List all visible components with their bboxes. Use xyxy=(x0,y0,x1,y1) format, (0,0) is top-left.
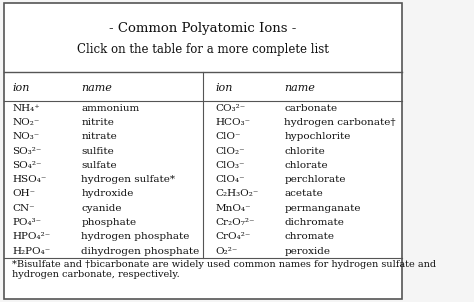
Text: OH⁻: OH⁻ xyxy=(12,189,35,198)
Text: nitrite: nitrite xyxy=(81,118,114,127)
Text: NO₃⁻: NO₃⁻ xyxy=(12,132,39,141)
Text: ClO₃⁻: ClO₃⁻ xyxy=(215,161,245,170)
Text: ammonium: ammonium xyxy=(81,104,139,113)
Text: dihydrogen phosphate: dihydrogen phosphate xyxy=(81,246,200,255)
Text: CrO₄²⁻: CrO₄²⁻ xyxy=(215,232,251,241)
Text: Click on the table for a more complete list: Click on the table for a more complete l… xyxy=(77,43,329,56)
Text: phosphate: phosphate xyxy=(81,218,137,227)
Text: MnO₄⁻: MnO₄⁻ xyxy=(215,204,251,213)
Text: hydrogen phosphate: hydrogen phosphate xyxy=(81,232,190,241)
Text: chromate: chromate xyxy=(284,232,334,241)
Text: ClO₄⁻: ClO₄⁻ xyxy=(215,175,245,184)
Text: NO₂⁻: NO₂⁻ xyxy=(12,118,39,127)
Text: hydroxide: hydroxide xyxy=(81,189,134,198)
Text: CN⁻: CN⁻ xyxy=(12,204,35,213)
Text: CO₃²⁻: CO₃²⁻ xyxy=(215,104,246,113)
Text: HCO₃⁻: HCO₃⁻ xyxy=(215,118,250,127)
Text: nitrate: nitrate xyxy=(81,132,117,141)
Text: peroxide: peroxide xyxy=(284,246,330,255)
Text: chlorite: chlorite xyxy=(284,147,325,156)
Text: carbonate: carbonate xyxy=(284,104,337,113)
Text: name: name xyxy=(284,83,315,94)
Text: *Bisulfate and †bicarbonate are widely used common names for hydrogen sulfate an: *Bisulfate and †bicarbonate are widely u… xyxy=(12,260,436,279)
Text: permanganate: permanganate xyxy=(284,204,361,213)
Text: H₂PO₄⁻: H₂PO₄⁻ xyxy=(12,246,50,255)
Text: HPO₄²⁻: HPO₄²⁻ xyxy=(12,232,50,241)
Text: O₂²⁻: O₂²⁻ xyxy=(215,246,237,255)
Text: SO₄²⁻: SO₄²⁻ xyxy=(12,161,42,170)
Text: dichromate: dichromate xyxy=(284,218,344,227)
Text: chlorate: chlorate xyxy=(284,161,328,170)
Text: PO₄³⁻: PO₄³⁻ xyxy=(12,218,41,227)
Text: perchlorate: perchlorate xyxy=(284,175,346,184)
Text: hydrogen sulfate*: hydrogen sulfate* xyxy=(81,175,175,184)
Text: ClO⁻: ClO⁻ xyxy=(215,132,241,141)
Text: C₂H₃O₂⁻: C₂H₃O₂⁻ xyxy=(215,189,259,198)
Text: hydrogen carbonate†: hydrogen carbonate† xyxy=(284,118,396,127)
Text: sulfate: sulfate xyxy=(81,161,117,170)
Text: cyanide: cyanide xyxy=(81,204,122,213)
Text: - Common Polyatomic Ions -: - Common Polyatomic Ions - xyxy=(109,22,297,35)
Text: SO₃²⁻: SO₃²⁻ xyxy=(12,147,42,156)
Text: ClO₂⁻: ClO₂⁻ xyxy=(215,147,245,156)
Text: NH₄⁺: NH₄⁺ xyxy=(12,104,40,113)
Text: Cr₂O₇²⁻: Cr₂O₇²⁻ xyxy=(215,218,255,227)
Text: ion: ion xyxy=(215,83,233,94)
Text: HSO₄⁻: HSO₄⁻ xyxy=(12,175,46,184)
Text: hypochlorite: hypochlorite xyxy=(284,132,351,141)
FancyBboxPatch shape xyxy=(4,3,402,299)
Text: name: name xyxy=(81,83,112,94)
Text: sulfite: sulfite xyxy=(81,147,114,156)
Text: ion: ion xyxy=(12,83,29,94)
Text: acetate: acetate xyxy=(284,189,323,198)
